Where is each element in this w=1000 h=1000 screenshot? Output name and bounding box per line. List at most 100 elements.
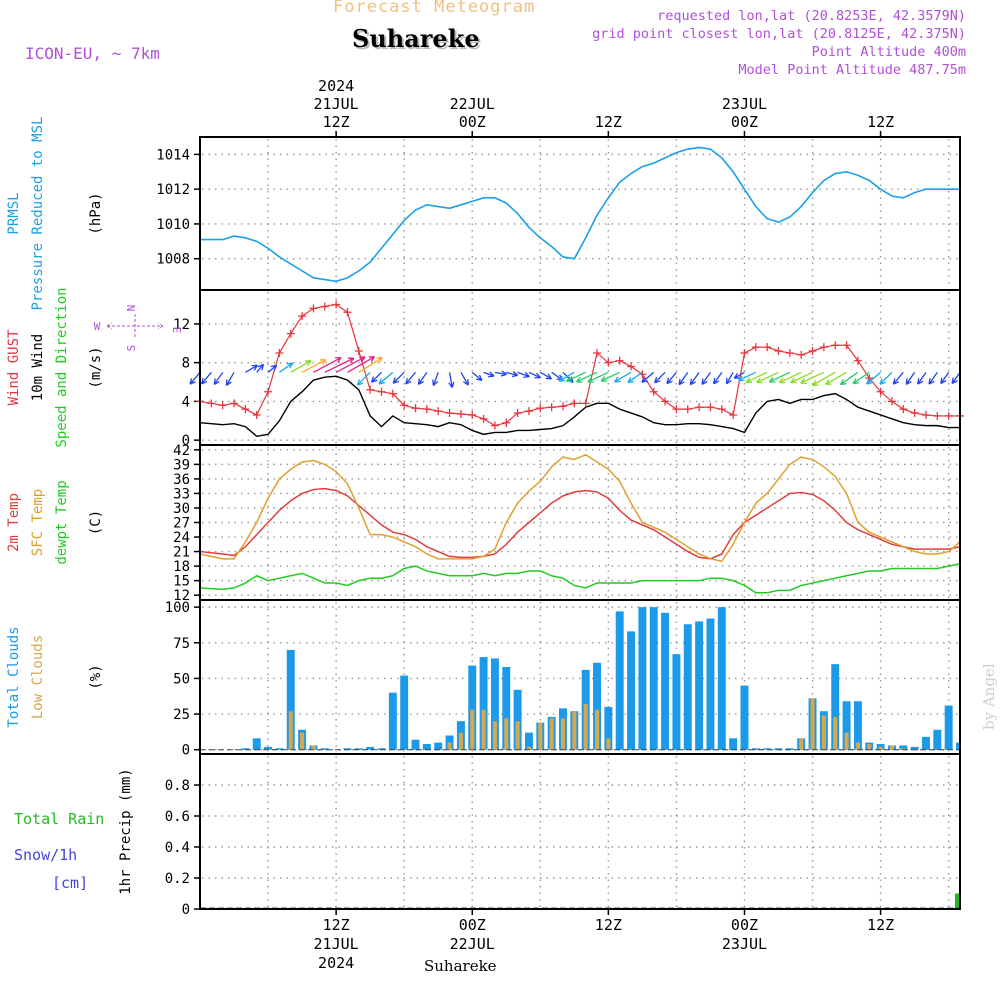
wind-gust-point [275, 348, 284, 357]
total-cloud-bar [729, 738, 738, 750]
total-cloud-bar [275, 748, 284, 750]
axis-label: 1hr Precip (mm) [118, 768, 134, 894]
y-tick-label: 0.8 [165, 778, 190, 794]
compass-arrows [106, 314, 164, 338]
low-cloud-bar [538, 722, 543, 750]
low-cloud-bar [504, 718, 509, 750]
model-name: ICON-EU, ~ 7km [25, 44, 160, 63]
wind-arrow [654, 371, 666, 384]
wind-arrow [940, 371, 950, 385]
time-label-top: 12Z [867, 113, 894, 131]
axis-label: Speed and Direction [54, 287, 70, 447]
axis-label: 10m Wind [30, 334, 46, 401]
wind-gust-point [627, 362, 636, 371]
wind-arrow [565, 371, 586, 383]
wind-arrow [613, 371, 632, 383]
rain-bar [955, 893, 960, 909]
time-label-top: 00Z [731, 113, 758, 131]
wind-arrow [245, 364, 259, 373]
y-tick-label: 8 [182, 356, 190, 372]
y-tick-label: 1010 [156, 217, 190, 233]
wind-arrow [756, 371, 779, 384]
low-cloud-bar [492, 721, 497, 750]
wind-gust-point [751, 343, 760, 352]
total-cloud-bar [468, 665, 477, 750]
wind-gust-point [819, 343, 828, 352]
total-cloud-bar [933, 729, 942, 750]
wind-gust-point [876, 387, 885, 396]
total-cloud-bar [343, 748, 352, 750]
wind-gust-point [524, 407, 533, 416]
wind-arrow [506, 371, 519, 378]
wind-arrow [689, 371, 700, 386]
time-label-bottom: 12Z [867, 916, 894, 934]
wind-gust-point [332, 300, 341, 309]
wind-arrow [825, 371, 847, 386]
total-cloud-bar [956, 742, 960, 750]
wind-gust-point [740, 348, 749, 357]
total-cloud-bar [831, 664, 840, 750]
wind-arrow [600, 371, 620, 382]
wind-gust-point [309, 304, 318, 313]
total-cloud-bar [638, 607, 647, 750]
wind-gust-point [683, 405, 692, 414]
wind-arrow [558, 371, 575, 382]
low-cloud-bar [867, 744, 872, 750]
total-cloud-bar [627, 631, 636, 750]
total-cloud-bar [763, 748, 772, 750]
wind-gust-point [899, 405, 908, 414]
wind-arrow [483, 371, 495, 378]
wind-gust-point [706, 403, 715, 412]
wind-arrow [189, 371, 201, 385]
total-cloud-bar [513, 689, 522, 750]
wind-gust-point [298, 312, 307, 321]
y-tick-label: 0 [182, 902, 190, 918]
total-cloud-bar [400, 675, 409, 750]
wind-arrow [666, 371, 677, 385]
wind-arrow [790, 371, 813, 384]
low-cloud-bar [572, 711, 577, 750]
temperature-line [199, 487, 961, 560]
total-cloud-bar [411, 739, 420, 750]
compass-north: N [125, 305, 138, 312]
wind-gust-point [320, 302, 329, 311]
time-label-bottom: 00Z [459, 916, 486, 934]
wind-gust-point [921, 410, 930, 419]
wind-gust-point [672, 405, 681, 414]
y-tick-label: 18 [173, 559, 190, 575]
low-cloud-bar [799, 738, 804, 750]
wind-arrow [313, 356, 342, 373]
wind-gust-point [547, 403, 556, 412]
wind-gust-point [661, 397, 670, 406]
wind-gust-point [434, 407, 443, 416]
y-tick-label: 36 [173, 472, 190, 488]
y-tick-label: 21 [173, 545, 190, 561]
wind-arrow [811, 371, 836, 387]
wind-gust-point [853, 356, 862, 365]
total-cloud-bar [604, 706, 613, 750]
wind-gust-point [887, 397, 896, 406]
wind-gust-point [763, 343, 772, 352]
total-cloud-bar [615, 611, 624, 750]
wind-arrow [324, 357, 355, 373]
low-cloud-bar [606, 738, 611, 750]
total-cloud-bar [479, 657, 488, 750]
wind-gust-point [604, 358, 613, 367]
time-label-top: 21JUL [314, 95, 359, 113]
y-tick-label: 30 [173, 501, 190, 517]
wind-gust-point [411, 404, 420, 413]
y-tick-label: 15 [173, 574, 190, 590]
wind-arrow [347, 356, 376, 373]
low-cloud-bar [821, 715, 826, 750]
low-cloud-bar [549, 718, 554, 750]
wind-arrow [678, 371, 689, 386]
total-cloud-bar [593, 662, 601, 750]
wind-gust-point [479, 414, 488, 423]
wind-arrow [725, 372, 734, 385]
low-cloud-bar [855, 742, 860, 750]
wind-gust-point [717, 405, 726, 414]
axis-label: (m/s) [88, 346, 104, 388]
wind-gust-point [536, 404, 545, 413]
